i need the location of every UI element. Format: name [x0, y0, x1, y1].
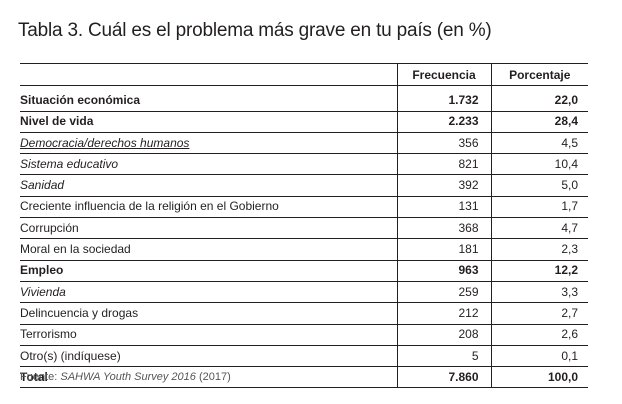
problems-table: Frecuencia Porcentaje Situación económic… [20, 62, 588, 389]
table-row: Otro(s) (indíquese) 5 0,1 [20, 345, 588, 368]
row-label: Creciente influencia de la religión en e… [20, 196, 397, 219]
row-label: Corrupción [20, 217, 397, 240]
source-suffix: (2017) [195, 371, 231, 383]
table-row: Empleo 963 12,2 [20, 260, 588, 282]
row-frecuencia: 131 [396, 196, 491, 219]
row-frecuencia: 208 [396, 324, 491, 346]
row-label: Delincuencia y drogas [20, 302, 397, 325]
row-frecuencia: 5 [396, 345, 491, 368]
header-porcentaje: Porcentaje [490, 62, 588, 87]
table-row: Delincuencia y drogas 212 2,7 [20, 302, 588, 325]
row-porcentaje: 4,5 [490, 132, 588, 155]
row-porcentaje: 0,1 [490, 345, 588, 368]
row-label: Empleo [20, 260, 397, 282]
row-frecuencia: 7.860 [396, 366, 491, 389]
table-row: Moral en la sociedad 181 2,3 [20, 238, 588, 261]
row-frecuencia: 2.233 [396, 111, 491, 133]
table-row: Creciente influencia de la religión en e… [20, 196, 588, 219]
row-label: Otro(s) (indíquese) [20, 345, 397, 368]
row-frecuencia: 212 [396, 302, 491, 325]
row-frecuencia: 821 [396, 153, 491, 176]
source-prefix: Fuente: [20, 371, 61, 383]
row-label: Total [20, 366, 397, 389]
row-frecuencia: 356 [396, 132, 491, 155]
header-label [20, 62, 397, 87]
row-porcentaje: 12,2 [490, 260, 588, 282]
row-label: Democracia/derechos humanos [20, 132, 397, 155]
row-porcentaje: 5,0 [490, 174, 588, 197]
row-frecuencia: 963 [396, 260, 491, 282]
row-porcentaje: 2,6 [490, 324, 588, 346]
row-frecuencia: 259 [396, 281, 491, 304]
table-row: Nivel de vida 2.233 28,4 [20, 111, 588, 133]
row-label: Vivienda [20, 281, 397, 304]
row-frecuencia: 181 [396, 238, 491, 261]
table-row: Sanidad 392 5,0 [20, 174, 588, 197]
table-row: Situación económica 1.732 22,0 [20, 90, 588, 112]
table-row: Terrorismo 208 2,6 [20, 324, 588, 346]
table-title: Tabla 3. Cuál es el problema más grave e… [18, 20, 492, 41]
row-label: Moral en la sociedad [20, 238, 397, 261]
row-label: Sanidad [20, 174, 397, 197]
table-row: Democracia/derechos humanos 356 4,5 [20, 132, 588, 155]
row-porcentaje: 2,3 [490, 238, 588, 261]
row-porcentaje: 4,7 [490, 217, 588, 240]
header-frecuencia: Frecuencia [396, 62, 491, 87]
source-name: SAHWA Youth Survey 2016 [60, 371, 196, 383]
row-label: Nivel de vida [20, 111, 397, 133]
row-frecuencia: 392 [396, 174, 491, 197]
table-row: Corrupción 368 4,7 [20, 217, 588, 240]
row-porcentaje: 22,0 [490, 90, 588, 112]
source-note: Fuente: SAHWA Youth Survey 2016 (2017) [20, 371, 231, 383]
row-porcentaje: 1,7 [490, 196, 588, 219]
row-porcentaje: 2,7 [490, 302, 588, 325]
table-total-row: Total 7.860 100,0 [20, 366, 588, 389]
row-frecuencia: 1.732 [396, 90, 491, 112]
table-row: Sistema educativo 821 10,4 [20, 153, 588, 176]
table-header-row: Frecuencia Porcentaje [20, 62, 588, 87]
table-row: Vivienda 259 3,3 [20, 281, 588, 304]
row-label: Situación económica [20, 90, 397, 112]
row-porcentaje: 28,4 [490, 111, 588, 133]
row-porcentaje: 3,3 [490, 281, 588, 304]
row-label: Sistema educativo [20, 153, 397, 176]
row-label-text: Democracia/derechos humanos [20, 135, 190, 150]
row-porcentaje: 10,4 [490, 153, 588, 176]
row-frecuencia: 368 [396, 217, 491, 240]
row-label: Terrorismo [20, 324, 397, 346]
row-porcentaje: 100,0 [490, 366, 588, 389]
